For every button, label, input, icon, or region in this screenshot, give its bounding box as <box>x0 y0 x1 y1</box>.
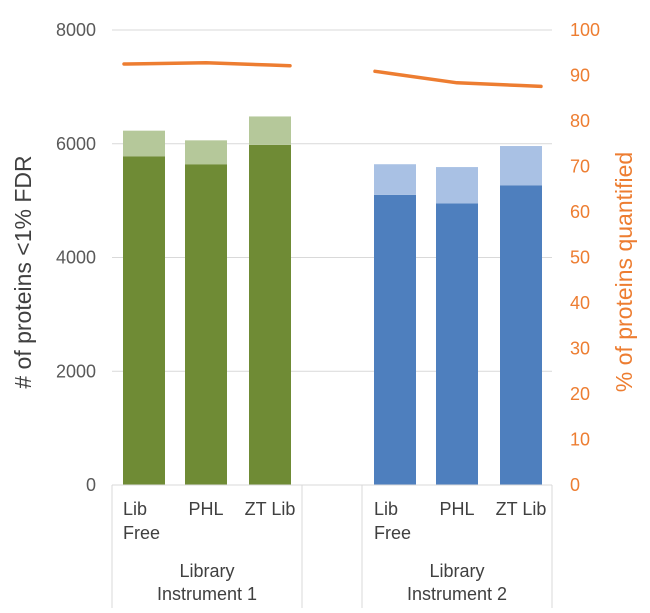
y-tick-label-right: 90 <box>570 66 590 86</box>
category-label: Free <box>374 523 411 543</box>
category-label: Lib <box>374 499 398 519</box>
y-axis-label-left: # of proteins <1% FDR <box>10 155 36 388</box>
gridlines <box>112 29 552 372</box>
bar-base <box>123 156 165 485</box>
axes: 0 2000 4000 6000 8000 0 10 20 30 40 50 60 70 80 90 100 L… <box>56 20 600 608</box>
bar-base <box>374 194 416 485</box>
bar-top <box>436 167 478 204</box>
group-label: Instrument 2 <box>407 584 507 604</box>
y-tick-label-right: 70 <box>570 157 590 177</box>
category-label: ZT Lib <box>245 499 296 519</box>
y-tick-label-right: 100 <box>570 20 600 40</box>
y-tick-label-right: 80 <box>570 111 590 131</box>
bar-base <box>249 144 291 485</box>
y-tick-label-right: 20 <box>570 384 590 404</box>
group-label: Instrument 1 <box>157 584 257 604</box>
category-label: Lib <box>123 499 147 519</box>
y-tick-label-right: 50 <box>570 248 590 268</box>
bar-top <box>123 130 165 157</box>
bar-top <box>500 146 542 186</box>
bars <box>123 116 542 486</box>
y-tick-label-left: 4000 <box>56 248 96 268</box>
percent-line <box>122 61 292 68</box>
category-label: PHL <box>188 499 223 519</box>
y-tick-label-left: 2000 <box>56 361 96 381</box>
group-label: Library <box>429 561 484 581</box>
category-label: Free <box>123 523 160 543</box>
bar-base <box>185 164 227 485</box>
y-tick-label-left: 6000 <box>56 134 96 154</box>
category-label: ZT Lib <box>496 499 547 519</box>
percent-line <box>373 69 543 89</box>
y-tick-label-right: 60 <box>570 202 590 222</box>
percent-lines <box>122 61 543 89</box>
y-tick-label-right: 10 <box>570 430 590 450</box>
bar-top <box>185 140 227 165</box>
bar-base <box>436 203 478 485</box>
bar-base <box>500 185 542 486</box>
y-tick-label-left: 8000 <box>56 20 96 40</box>
category-label: PHL <box>439 499 474 519</box>
y-tick-label-right: 0 <box>570 475 580 495</box>
bar-top <box>374 164 416 195</box>
group-label: Library <box>179 561 234 581</box>
bar-top <box>249 116 291 145</box>
y-axis-label-right: % of proteins quantified <box>611 152 637 392</box>
y-tick-label-right: 30 <box>570 339 590 359</box>
y-tick-label-right: 40 <box>570 293 590 313</box>
y-tick-label-left: 0 <box>86 475 96 495</box>
